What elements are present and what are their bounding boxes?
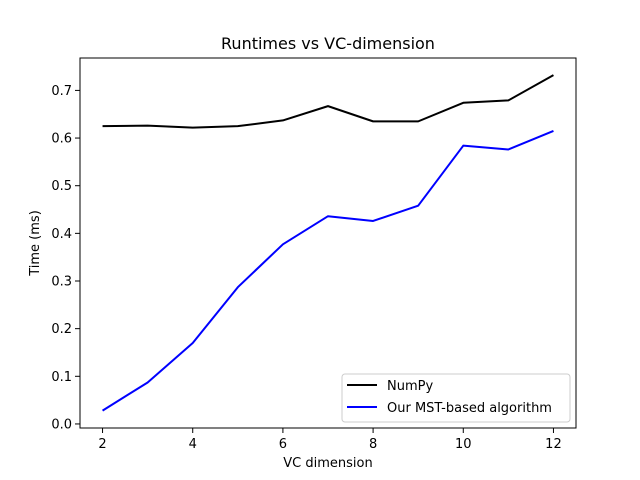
x-axis-ticks: 2 4 6 8 10 12: [98, 428, 562, 452]
x-tick-label-4: 10: [455, 437, 472, 452]
series-line-1: [102, 129, 554, 412]
y-tick-label-1: 0.1: [51, 370, 72, 385]
legend: NumPy Our MST-based algorithm: [341, 373, 571, 423]
legend-entry-numpy: NumPy: [387, 379, 433, 394]
x-tick-label-5: 12: [545, 437, 562, 452]
x-tick-label-1: 4: [189, 437, 197, 452]
y-tick-label-2: 0.2: [51, 322, 72, 337]
x-tick-label-0: 2: [98, 437, 106, 452]
y-tick-label-0: 0.0: [51, 417, 72, 432]
x-tick-label-2: 6: [279, 437, 287, 452]
y-axis-label: Time (ms): [28, 210, 43, 277]
y-tick-label-4: 0.4: [51, 227, 72, 242]
y-tick-label-7: 0.7: [51, 84, 72, 99]
x-axis-label: VC dimension: [283, 456, 372, 471]
chart-title: Runtimes vs VC-dimension: [221, 34, 435, 53]
plot-area-frame: [79, 57, 577, 429]
legend-entry-mst-algorithm: Our MST-based algorithm: [387, 401, 552, 416]
y-tick-label-5: 0.5: [51, 179, 72, 194]
x-tick-label-3: 8: [369, 437, 377, 452]
legend-box: [341, 373, 571, 423]
series-layer: [102, 74, 554, 412]
y-tick-label-3: 0.3: [51, 275, 72, 290]
y-tick-label-6: 0.6: [51, 132, 72, 147]
y-axis-ticks: 0.0 0.1 0.2 0.3 0.4 0.5 0.6 0.7: [51, 84, 80, 432]
series-line-0: [102, 74, 554, 129]
